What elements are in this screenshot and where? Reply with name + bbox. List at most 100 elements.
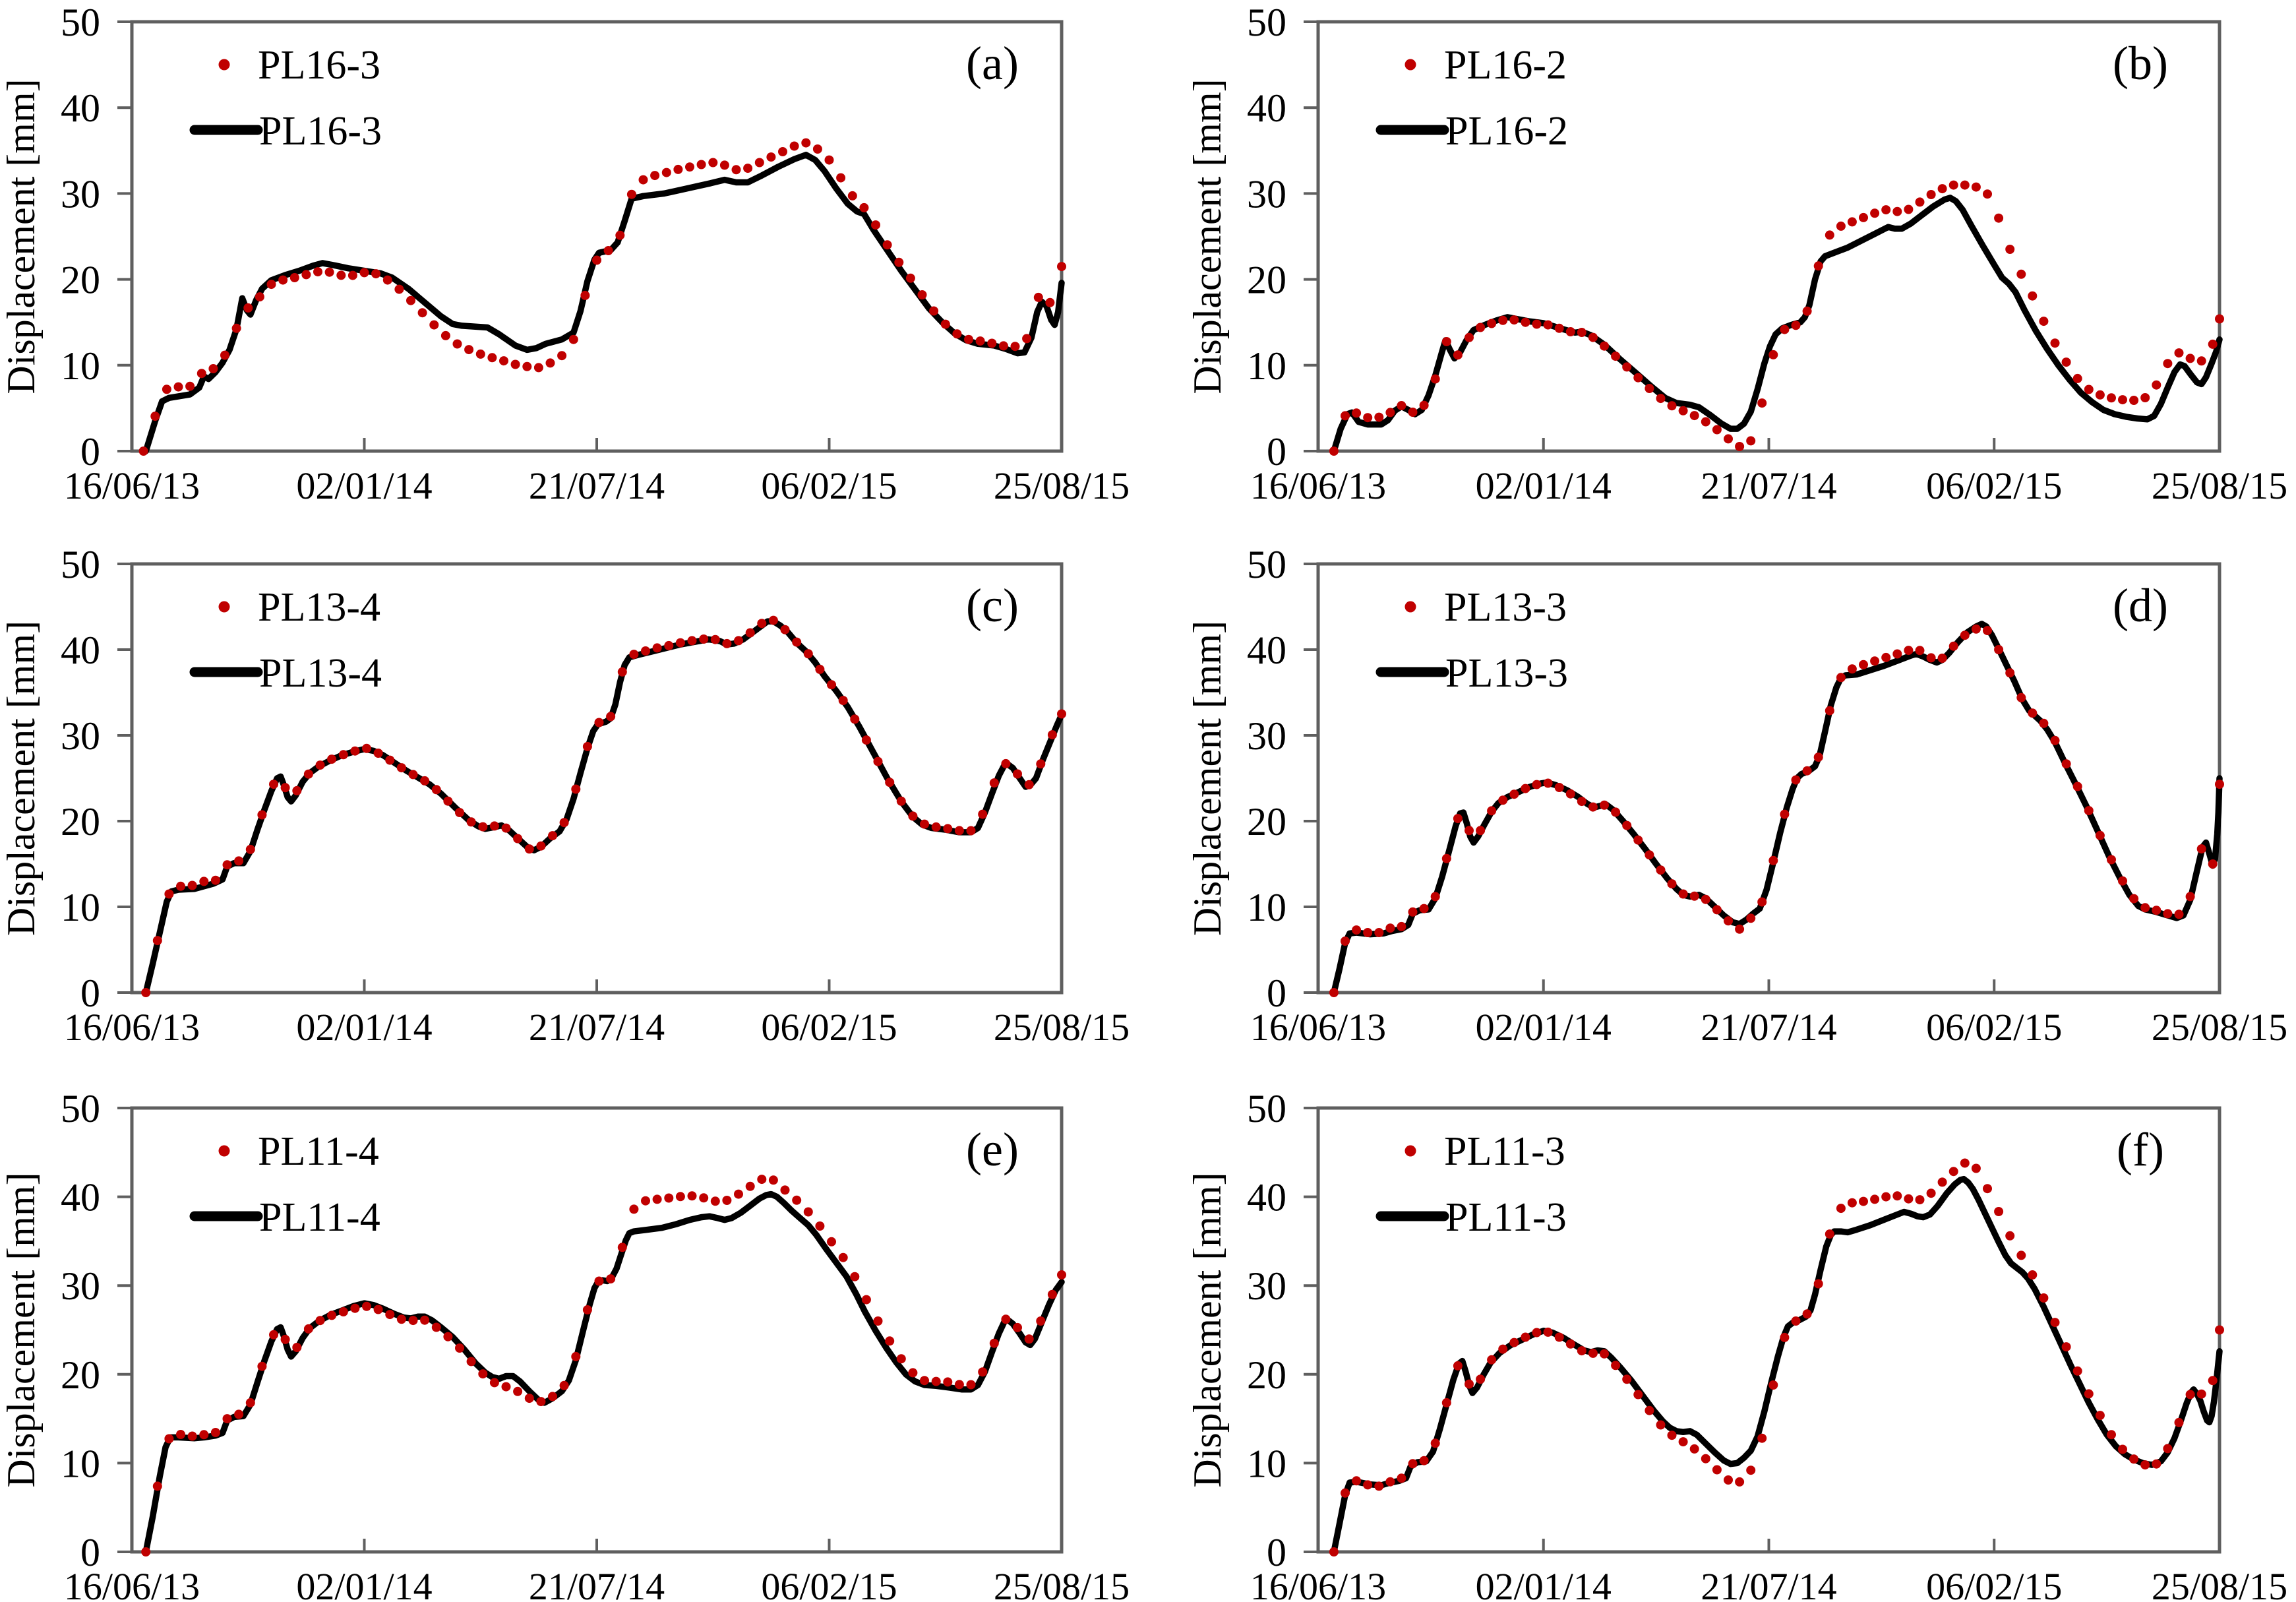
measured-dot <box>594 1276 604 1286</box>
measured-dot <box>466 1357 476 1367</box>
measured-dot <box>440 330 450 340</box>
y-tick-label: 50 <box>61 1 100 44</box>
measured-dot <box>533 363 543 373</box>
measured-dot <box>2208 859 2218 869</box>
measured-dot <box>359 268 369 278</box>
measured-dot <box>1994 645 2004 654</box>
measured-dot <box>152 936 162 946</box>
measured-dot <box>315 760 325 770</box>
measured-dot <box>466 817 476 827</box>
measured-dot <box>396 763 406 773</box>
measured-dot <box>1735 1477 1745 1487</box>
measured-dot <box>164 889 174 899</box>
measured-dot <box>873 756 883 766</box>
measured-dot <box>327 1310 337 1320</box>
measured-dot <box>1791 321 1801 330</box>
measured-dot <box>408 1316 418 1326</box>
measured-dot <box>2140 1460 2150 1470</box>
legend-line-label: PL13-4 <box>259 651 382 696</box>
y-axis-title: Displacement [mm] <box>1186 1172 1229 1487</box>
measured-dot <box>1847 217 1857 227</box>
measured-dot <box>2129 1454 2139 1464</box>
measured-dot <box>266 280 276 290</box>
measured-dot <box>731 165 741 175</box>
measured-dot <box>1057 262 1066 272</box>
measured-dot <box>1870 1194 1880 1204</box>
measured-dot <box>315 1316 325 1326</box>
measured-dot <box>1430 1438 1440 1448</box>
measured-dot <box>2095 830 2105 840</box>
measured-dot <box>687 636 697 646</box>
measured-dot <box>1385 408 1395 417</box>
legend-line-label: PL16-3 <box>259 109 382 154</box>
panel-a: 0 10 20 30 40 50 16/06/13 02/01/14 21/07/14 06/02… <box>0 0 1148 534</box>
measured-dot <box>1622 820 1632 830</box>
measured-dot <box>1024 780 1034 789</box>
measured-dot <box>792 1195 802 1205</box>
measured-dot <box>1937 1177 1947 1187</box>
measured-dot <box>1611 807 1621 817</box>
measured-dot <box>978 1367 988 1377</box>
measured-dot <box>1689 891 1699 901</box>
measured-dot <box>222 860 232 870</box>
measured-dot <box>2215 780 2224 789</box>
measured-dot <box>615 230 625 240</box>
measured-dot <box>827 680 836 690</box>
measured-dot <box>1057 1270 1066 1279</box>
measured-dot <box>1329 447 1339 456</box>
measured-dot <box>675 638 685 648</box>
x-tick-label: 06/02/15 <box>1926 1006 2062 1049</box>
measured-dot <box>499 356 508 366</box>
measured-dot <box>347 270 357 280</box>
computed-line <box>142 1190 1065 1555</box>
measured-dot <box>222 1414 232 1424</box>
measured-dot <box>896 796 906 806</box>
measured-dot <box>1689 1444 1699 1454</box>
legend-line-label: PL11-3 <box>1445 1195 1567 1240</box>
measured-dot <box>185 381 195 391</box>
measured-dot <box>1633 373 1643 383</box>
measured-dot <box>1419 904 1429 913</box>
x-tick-label: 16/06/13 <box>64 1006 200 1049</box>
measured-dot <box>2028 291 2038 301</box>
measured-dot <box>685 162 694 172</box>
y-tick-label: 0 <box>1267 971 1286 1015</box>
measured-dot <box>1926 1188 1936 1198</box>
measured-dot <box>1915 646 1925 656</box>
measured-dot <box>1385 1477 1395 1487</box>
measured-dot <box>873 1316 883 1326</box>
y-tick-label: 20 <box>61 800 100 844</box>
measured-dot <box>1926 190 1936 199</box>
legend-scatter-marker <box>1405 59 1416 71</box>
y-tick-label: 20 <box>61 259 100 302</box>
y-tick-label: 0 <box>80 1531 100 1574</box>
y-tick-label: 10 <box>1247 1442 1286 1485</box>
measured-dot <box>2174 348 2184 358</box>
measured-dot <box>1532 1328 1542 1338</box>
x-tick-label: 02/01/14 <box>296 1565 432 1602</box>
measured-dot <box>778 147 787 156</box>
measured-dot <box>1881 205 1891 215</box>
measured-dot <box>243 303 253 313</box>
measured-dot <box>2208 1376 2218 1386</box>
x-tick-label: 25/08/15 <box>994 1565 1130 1602</box>
y-tick-label: 50 <box>1247 543 1286 586</box>
x-tick-label: 21/07/14 <box>529 1565 665 1602</box>
measured-dot <box>1341 411 1350 421</box>
measured-dot <box>1397 921 1406 931</box>
x-tick-label: 16/06/13 <box>64 464 200 507</box>
measured-dot <box>2174 1417 2184 1427</box>
measured-dot <box>141 1547 151 1556</box>
measured-dot <box>1757 897 1767 907</box>
measured-dot <box>1600 1349 1609 1359</box>
measured-dot <box>908 811 918 821</box>
measured-dot <box>1057 709 1066 719</box>
measured-dot <box>1532 780 1542 789</box>
measured-dot <box>1565 327 1575 336</box>
measured-dot <box>513 834 523 844</box>
measured-dot <box>1724 916 1733 926</box>
measured-dot <box>1645 1405 1654 1415</box>
measured-dot <box>1577 797 1586 807</box>
measured-dot <box>1960 631 1970 640</box>
measured-dot <box>952 329 962 339</box>
